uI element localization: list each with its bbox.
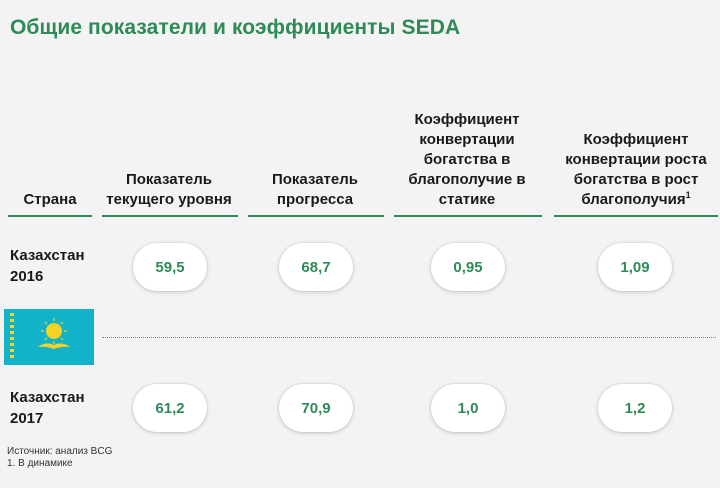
row-country-2016: Казахстан 2016	[10, 247, 85, 285]
value-growth-conversion-2016: 1,09	[598, 243, 672, 291]
kazakhstan-flag-icon	[4, 309, 94, 365]
footnote: 1. В динамике	[7, 458, 73, 469]
flag-graphic	[4, 309, 94, 365]
header-country: Страна	[23, 191, 77, 208]
footnote-mark: 1	[685, 190, 691, 200]
header-underline	[8, 215, 92, 217]
value-static-conversion-2016: 0,95	[431, 243, 505, 291]
source-note: Источник: анализ BCG	[7, 446, 113, 457]
value-current-level-2016: 59,5	[133, 243, 207, 291]
row-divider	[102, 337, 716, 338]
value-growth-conversion-2017: 1,2	[598, 384, 672, 432]
value-progress-2017: 70,9	[279, 384, 353, 432]
header-static-conversion: Коэффициент конвертации богатства в благ…	[408, 111, 526, 208]
value-progress-2016: 68,7	[279, 243, 353, 291]
header-underline	[102, 215, 238, 217]
page-title: Общие показатели и коэффициенты SEDA	[10, 16, 461, 39]
header-growth-conversion: Коэффициент конвертации роста богатства …	[552, 100, 720, 210]
header-current-level: Показатель текущего уровня	[106, 171, 232, 208]
header-underline	[394, 215, 542, 217]
header-progress: Показатель прогресса	[271, 171, 358, 208]
value-current-level-2017: 61,2	[133, 384, 207, 432]
header-growth-conversion-text: Коэффициент конвертации роста богатства …	[565, 131, 707, 208]
header-underline	[248, 215, 384, 217]
value-static-conversion-2017: 1,0	[431, 384, 505, 432]
row-country-2017: Казахстан 2017	[10, 389, 85, 427]
header-underline	[554, 215, 718, 217]
